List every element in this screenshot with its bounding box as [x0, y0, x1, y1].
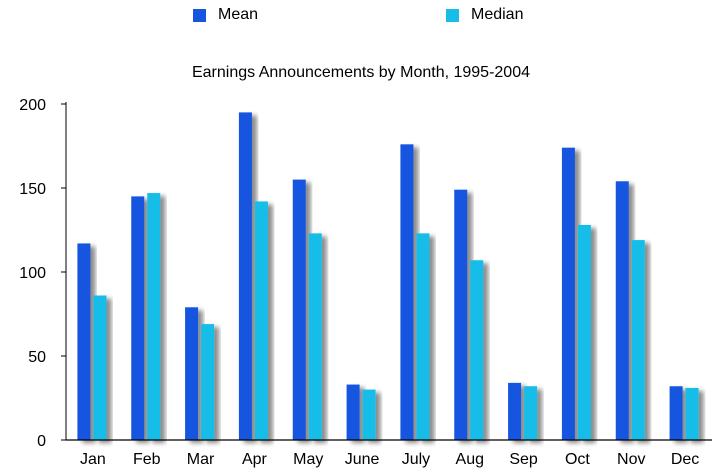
x-tick-label: June — [345, 451, 380, 468]
x-tick-label: Oct — [565, 451, 590, 468]
bar-mean-dec — [669, 386, 683, 440]
bar-median-jan — [93, 295, 107, 440]
bar-median-may — [308, 233, 322, 440]
y-tick-label: 0 — [37, 433, 46, 450]
bar-median-july — [416, 233, 430, 440]
legend-item-mean: Mean — [193, 6, 258, 24]
legend-swatch-mean — [193, 8, 206, 22]
bar-mean-jan — [77, 243, 91, 440]
bar-median-aug — [470, 260, 484, 440]
y-tick-label: 100 — [19, 265, 46, 282]
x-tick-label: Apr — [242, 451, 268, 468]
y-tick-label: 200 — [19, 97, 46, 114]
x-tick-label: July — [402, 451, 430, 468]
x-tick-label: Aug — [456, 451, 484, 468]
y-tick-label: 150 — [19, 181, 46, 198]
bar-median-dec — [685, 387, 699, 440]
legend-label-mean: Mean — [218, 6, 259, 23]
x-tick-label: Sep — [509, 451, 538, 468]
legend-label-median: Median — [471, 6, 524, 23]
bar-mean-aug — [454, 189, 468, 440]
bar-median-feb — [147, 193, 161, 440]
bar-mean-apr — [238, 112, 252, 441]
bar-mean-nov — [615, 181, 629, 440]
bar-mean-july — [400, 144, 414, 440]
bar-median-mar — [201, 324, 215, 440]
bar-mean-sep — [508, 382, 522, 440]
x-tick-label: May — [293, 451, 323, 468]
bar-mean-may — [292, 179, 306, 440]
x-tick-label: Nov — [617, 451, 645, 468]
bar-mean-oct — [561, 147, 575, 440]
bar-median-oct — [577, 224, 591, 440]
x-tick-label: Dec — [671, 451, 699, 468]
x-tick-label: Jan — [80, 451, 106, 468]
bar-median-sep — [524, 386, 538, 440]
legend: Mean Median — [0, 4, 722, 28]
x-tick-label: Feb — [133, 451, 161, 468]
x-tick-label: Mar — [187, 451, 215, 468]
bar-mean-mar — [185, 307, 199, 440]
bar-median-nov — [631, 240, 645, 440]
legend-swatch-median — [446, 8, 459, 22]
bar-mean-june — [346, 384, 360, 440]
bar-median-june — [362, 389, 376, 440]
legend-item-median: Median — [446, 6, 523, 24]
bar-mean-feb — [131, 196, 145, 440]
chart-title: Earnings Announcements by Month, 1995-20… — [191, 64, 530, 81]
bar-median-apr — [254, 201, 268, 440]
y-tick-label: 50 — [28, 349, 46, 366]
